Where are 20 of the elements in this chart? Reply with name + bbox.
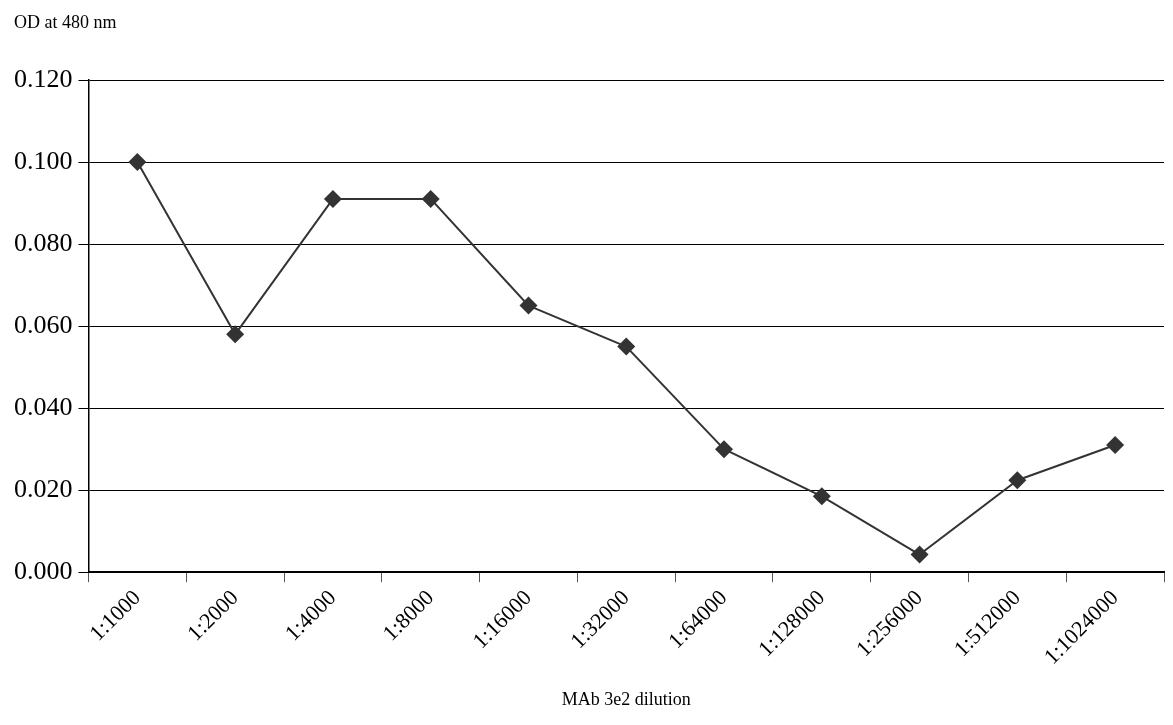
y-axis-title: OD at 480 nm xyxy=(14,11,117,32)
x-axis-title: MAb 3e2 dilution xyxy=(561,688,691,709)
y-tick-label: 0.120 xyxy=(14,63,73,93)
point xyxy=(1106,436,1125,455)
point xyxy=(323,189,342,208)
point xyxy=(715,440,734,459)
point xyxy=(812,487,831,506)
point xyxy=(1008,471,1027,490)
point xyxy=(617,337,636,356)
point xyxy=(519,296,538,315)
y-tick-label: 0.100 xyxy=(14,145,73,175)
y-tick-label: 0.060 xyxy=(14,309,73,339)
y-tick-label: 0.000 xyxy=(14,556,73,586)
point xyxy=(421,189,440,208)
y-tick-label: 0.020 xyxy=(14,473,73,503)
point xyxy=(128,153,147,172)
point xyxy=(910,545,929,564)
y-tick-label: 0.080 xyxy=(14,227,73,257)
point xyxy=(226,325,245,344)
y-tick-label: 0.040 xyxy=(14,391,73,421)
